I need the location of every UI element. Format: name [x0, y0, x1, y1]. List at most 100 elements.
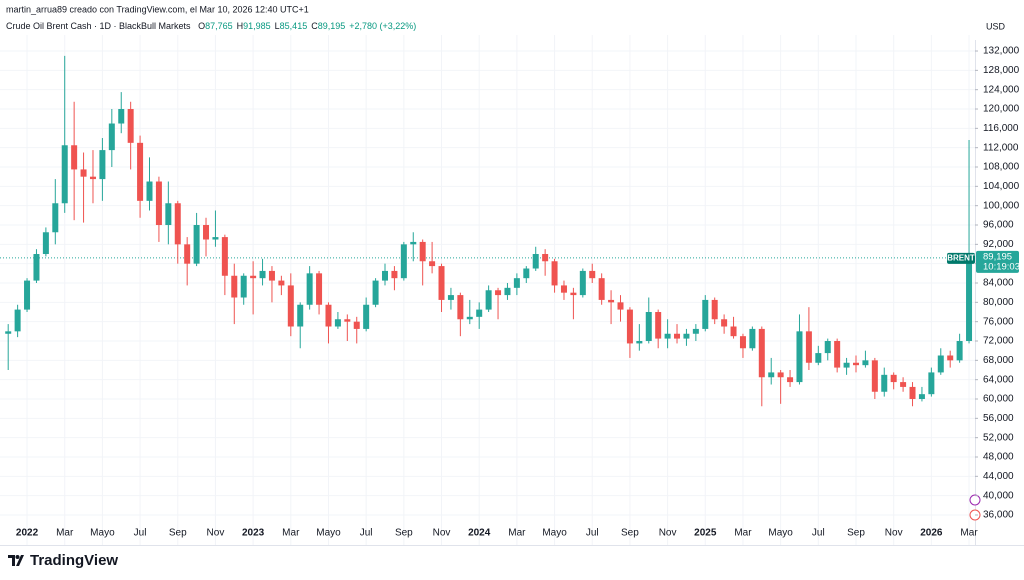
candle-body: [89, 176, 96, 180]
candle-body: [250, 275, 257, 279]
candle-body: [278, 280, 285, 286]
candle-body: [513, 278, 520, 288]
candle-body: [560, 285, 567, 293]
candle-body: [853, 362, 859, 366]
brand-logo: [8, 555, 24, 566]
y-tick-label: 68,000: [983, 355, 1014, 366]
candle-body: [184, 244, 191, 264]
x-tick-label: Sep: [621, 528, 639, 539]
legend-key: H: [237, 21, 244, 31]
y-tick-label: 48,000: [983, 452, 1014, 463]
x-tick-label: Mayo: [316, 528, 341, 539]
legend-value: 87,765: [205, 21, 233, 31]
candle-body: [108, 123, 115, 151]
x-tick-label: Mar: [734, 528, 752, 539]
candle-body: [476, 309, 483, 317]
y-tick-label: 64,000: [983, 374, 1014, 385]
candle-body: [155, 181, 162, 226]
candle-body: [617, 302, 624, 310]
candle-body: [608, 299, 615, 303]
candle-body: [203, 225, 210, 240]
candle-body: [579, 270, 586, 296]
candle-body: [382, 270, 388, 281]
y-tick-label: 104,000: [983, 181, 1020, 192]
candle-body: [297, 304, 304, 327]
x-tick-label: 2026: [920, 528, 943, 539]
candle-body: [344, 319, 351, 322]
x-tick-label: 2022: [16, 528, 39, 539]
y-tick-label: 40,000: [983, 490, 1014, 501]
candle-body: [928, 372, 935, 395]
candle-body: [626, 309, 633, 344]
candle-body: [306, 273, 313, 305]
x-tick-label: Nov: [659, 528, 677, 539]
candle-body: [363, 304, 370, 329]
legend-key: O: [198, 21, 205, 31]
y-tick-label: 60,000: [983, 394, 1014, 405]
y-tick-label: 120,000: [983, 104, 1020, 115]
y-tick-label: 116,000: [983, 123, 1019, 134]
candle-body: [268, 270, 275, 281]
candle-body: [221, 237, 228, 276]
candle-body: [99, 150, 106, 180]
symbol-tag-box: [947, 252, 975, 264]
candle-body: [372, 280, 379, 305]
y-tick-label: 128,000: [983, 65, 1020, 76]
y-tick-label: 100,000: [983, 200, 1020, 211]
x-tick-label: Mar: [56, 528, 74, 539]
legend-title: Crude Oil Brent Cash · 1D · BlackBull Ma…: [6, 21, 191, 31]
candle-body: [42, 232, 49, 255]
candle-body: [937, 355, 944, 373]
legend-key: L: [275, 21, 280, 31]
candle-body: [871, 360, 878, 392]
candle-body: [419, 241, 426, 262]
candle-body: [165, 203, 172, 226]
candle-body: [805, 331, 812, 363]
candle-body: [787, 377, 794, 383]
candle-body: [683, 333, 690, 339]
x-tick-label: Nov: [885, 528, 903, 539]
candle-body: [212, 237, 219, 240]
candle-body: [14, 309, 21, 332]
event-icon[interactable]: [969, 494, 981, 506]
candle-body: [391, 270, 398, 279]
candle-body: [174, 203, 181, 245]
currency: USD: [986, 21, 1006, 31]
candle-body: [240, 275, 247, 298]
y-tick-label: 52,000: [983, 432, 1014, 443]
x-tick-label: Jul: [360, 528, 373, 539]
candle-body: [146, 181, 153, 201]
candle-body: [532, 254, 539, 269]
legend-value: 85,415: [280, 21, 308, 31]
y-tick-label: 80,000: [983, 297, 1014, 308]
candle-body: [900, 382, 907, 387]
y-tick-label: 76,000: [983, 316, 1014, 327]
candle-body: [80, 169, 87, 177]
legend-value: 89,195: [318, 21, 346, 31]
logo-dot: [15, 555, 20, 559]
candle-body: [5, 331, 12, 334]
candle-body: [71, 145, 78, 170]
candle-body: [570, 292, 577, 296]
candle-body: [834, 341, 841, 368]
x-tick-label: Mar: [508, 528, 526, 539]
candle-body: [711, 299, 718, 320]
y-tick-label: 44,000: [983, 471, 1014, 482]
y-tick-label: 132,000: [983, 46, 1020, 57]
x-tick-label: Sep: [847, 528, 865, 539]
candle-body: [664, 333, 671, 339]
candle-body: [824, 341, 831, 354]
candle-body: [193, 225, 200, 264]
candle-body: [316, 273, 323, 305]
candle-body: [542, 254, 549, 262]
x-tick-label: Sep: [395, 528, 413, 539]
countdown: 10:19:03: [983, 261, 1020, 272]
legend-change: +2,780 (+3,22%): [349, 21, 416, 31]
candle-body: [353, 321, 360, 329]
candle-body: [739, 336, 746, 349]
x-tick-label: Mayo: [90, 528, 115, 539]
watermark: martin_arrua89 creado con TradingView.co…: [6, 4, 309, 14]
candle-body: [137, 142, 144, 201]
